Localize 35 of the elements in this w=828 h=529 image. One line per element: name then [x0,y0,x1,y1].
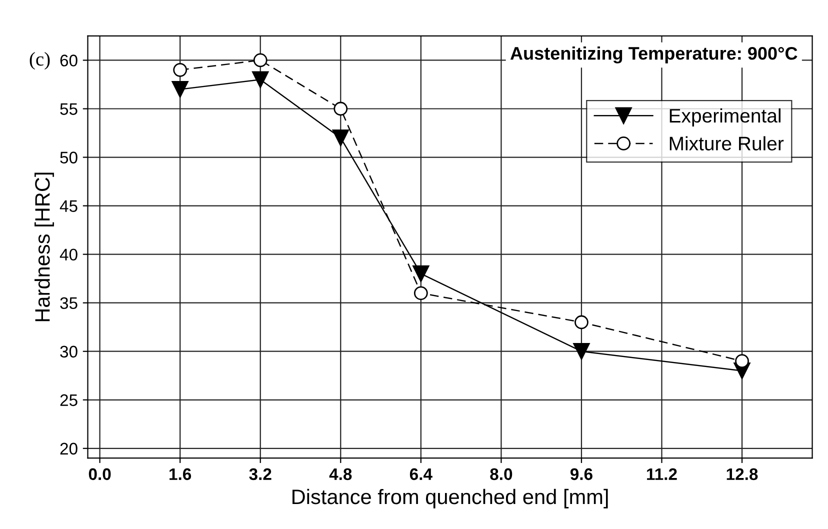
x-tick-label: 1.6 [170,468,192,480]
point [735,354,749,368]
annotation: Austenitizing Temperature: 900°C [510,46,798,64]
y-tick-label: 30 [60,346,78,358]
y-tick-label: 45 [60,200,78,212]
y-tick-label: 50 [60,152,78,164]
point [412,265,430,282]
point [172,81,188,98]
x-axis-title: Distance from quenched end [mm] [292,488,608,508]
point [252,71,269,88]
y-tick-label: 55 [60,103,78,115]
x-tick-label: 9.6 [570,468,592,480]
text: (c) [30,52,50,70]
point [332,130,349,146]
point [173,62,188,77]
x-tick-label: 8.0 [490,468,512,480]
x-tick-label: 4.8 [329,468,352,480]
point [574,315,588,330]
x-tick-label: 3.2 [249,468,272,480]
x-tick-label: 12.8 [726,468,758,480]
y-tick-label: 35 [60,297,78,310]
y-axis-title: Hardness [HRC] [34,172,54,322]
point [573,343,590,360]
point [253,53,268,68]
legend-label: Mixture Ruler [670,136,784,150]
x-tick-label: 11.2 [647,468,677,480]
point [334,102,348,116]
x-tick-label: 0.0 [88,468,111,480]
y-tick-label: 60 [60,54,78,66]
y-tick-label: 20 [60,442,78,455]
y-tick-label: 40 [60,248,78,261]
point [414,286,428,300]
y-tick-label: 25 [60,394,78,406]
x-tick-label: 6.4 [410,468,432,480]
legend-label: Experimental [670,108,780,126]
